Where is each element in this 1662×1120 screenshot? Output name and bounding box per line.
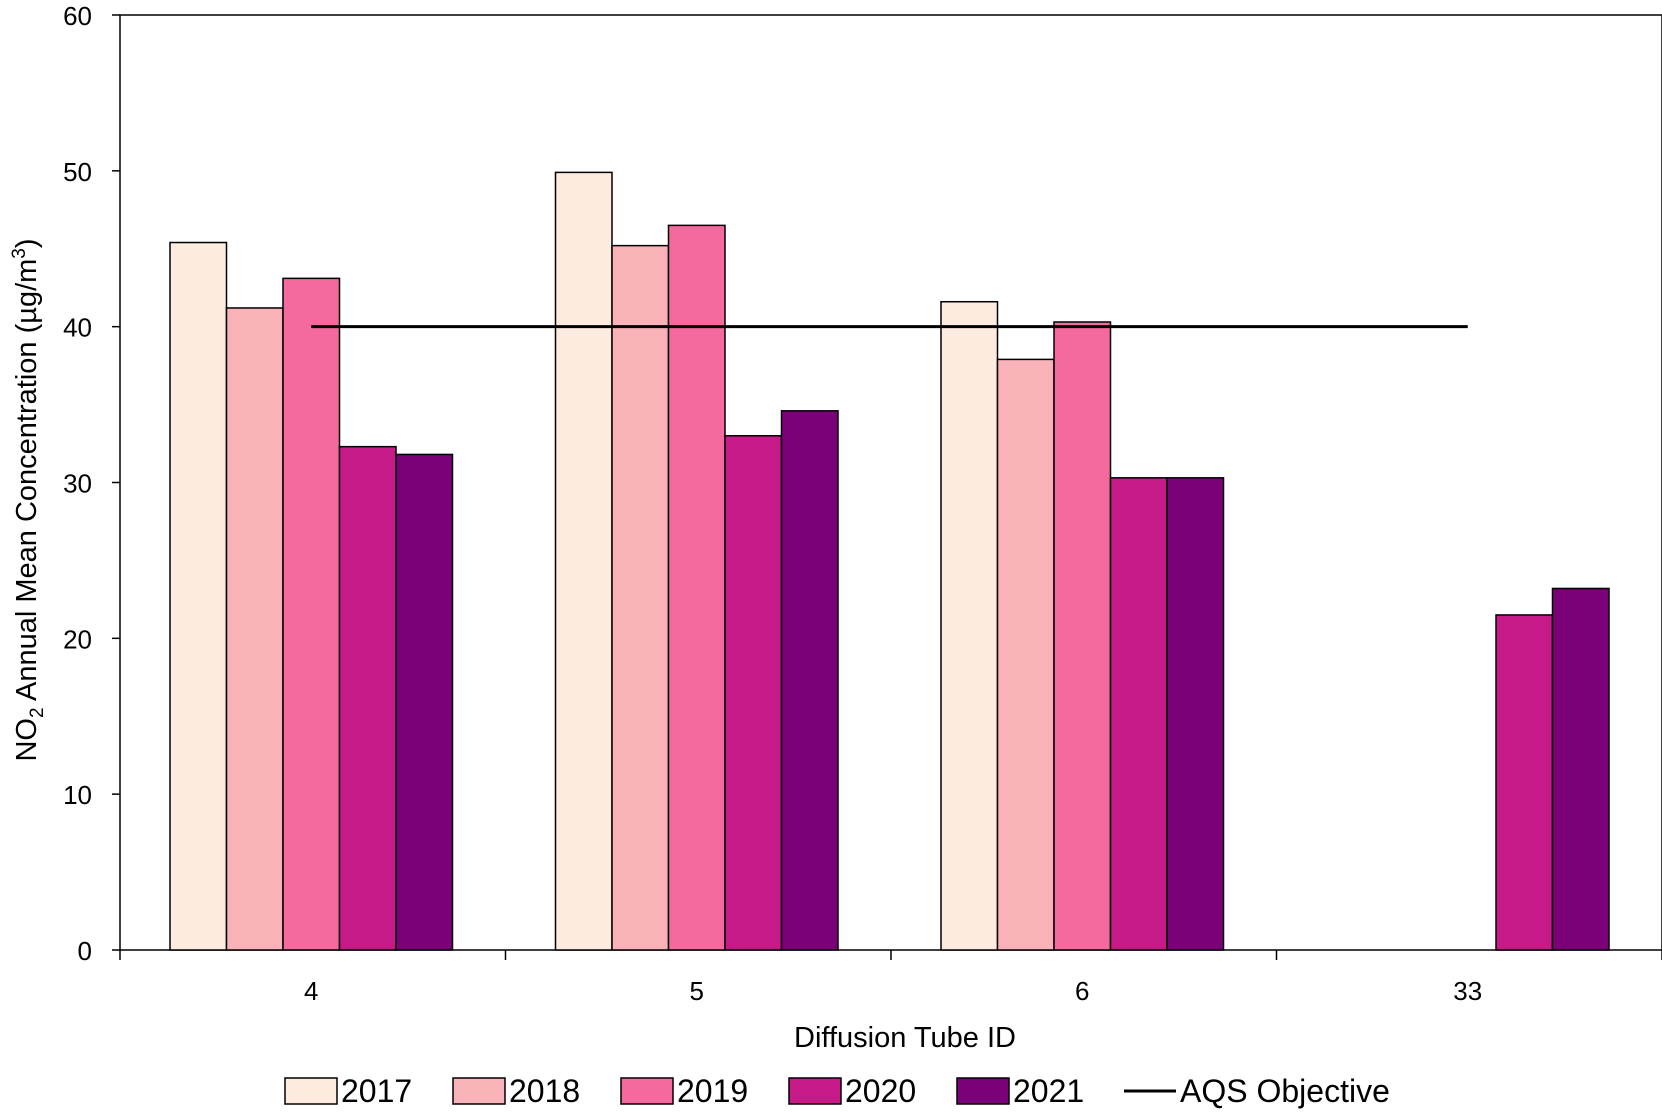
bar-2017-tube-5	[556, 172, 613, 950]
x-tick-label-6: 6	[1075, 976, 1089, 1006]
x-axis-label: Diffusion Tube ID	[794, 1022, 1016, 1054]
legend-label-2019: 2019	[677, 1073, 748, 1109]
bar-2017-tube-4	[170, 243, 227, 950]
y-axis-label-prefix: NO	[11, 718, 43, 762]
y-axis-label-sub: 2	[27, 707, 48, 718]
y-axis-label-sup: 3	[9, 248, 30, 259]
y-axis-label: NO2 Annual Mean Concentration (µg/m3)	[9, 238, 48, 761]
bar-2020-tube-6	[1111, 478, 1168, 950]
legend-label-aqs-objective: AQS Objective	[1180, 1073, 1390, 1109]
y-tick-label-30: 30	[63, 469, 92, 499]
legend-label-2021: 2021	[1013, 1073, 1084, 1109]
legend-label-2017: 2017	[341, 1073, 412, 1109]
legend: 2017 2018 2019 2020 2021 AQS Objective	[285, 1073, 1390, 1109]
bar-2020-tube-4	[340, 447, 397, 950]
legend-swatch-2021	[957, 1078, 1009, 1104]
legend-swatch-2018	[453, 1078, 505, 1104]
bar-2020-tube-33	[1496, 615, 1553, 950]
bar-2018-tube-5	[612, 246, 669, 950]
bar-2021-tube-33	[1553, 588, 1610, 950]
legend-swatch-2020	[789, 1078, 841, 1104]
x-tick-label-33: 33	[1453, 976, 1482, 1006]
y-tick-label-60: 60	[63, 1, 92, 31]
legend-swatch-2017	[285, 1078, 337, 1104]
bar-2020-tube-5	[725, 436, 782, 950]
y-tick-label-0: 0	[78, 936, 92, 966]
x-tick-label-5: 5	[690, 976, 704, 1006]
y-tick-label-40: 40	[63, 313, 92, 343]
legend-label-2020: 2020	[845, 1073, 916, 1109]
y-axis-label-suffix: )	[11, 238, 43, 248]
legend-label-2018: 2018	[509, 1073, 580, 1109]
bar-2018-tube-4	[227, 308, 284, 950]
y-tick-label-20: 20	[63, 624, 92, 654]
y-tick-label-50: 50	[63, 157, 92, 187]
bar-2021-tube-6	[1167, 478, 1224, 950]
x-tick-label-4: 4	[304, 976, 318, 1006]
bar-2021-tube-5	[782, 411, 839, 950]
bar-2021-tube-4	[396, 454, 453, 950]
bars	[170, 172, 1609, 950]
bar-2019-tube-6	[1054, 322, 1111, 950]
axis-labels: Diffusion Tube ID NO2 Annual Mean Concen…	[9, 238, 1016, 1054]
y-axis-label-middle: Annual Mean Concentration (µg/m	[11, 259, 43, 708]
bar-2019-tube-5	[669, 225, 726, 950]
bar-2018-tube-6	[998, 359, 1055, 950]
bar-2017-tube-6	[941, 302, 998, 950]
legend-swatch-2019	[621, 1078, 673, 1104]
y-tick-label-10: 10	[63, 780, 92, 810]
bar-2019-tube-4	[283, 278, 340, 950]
